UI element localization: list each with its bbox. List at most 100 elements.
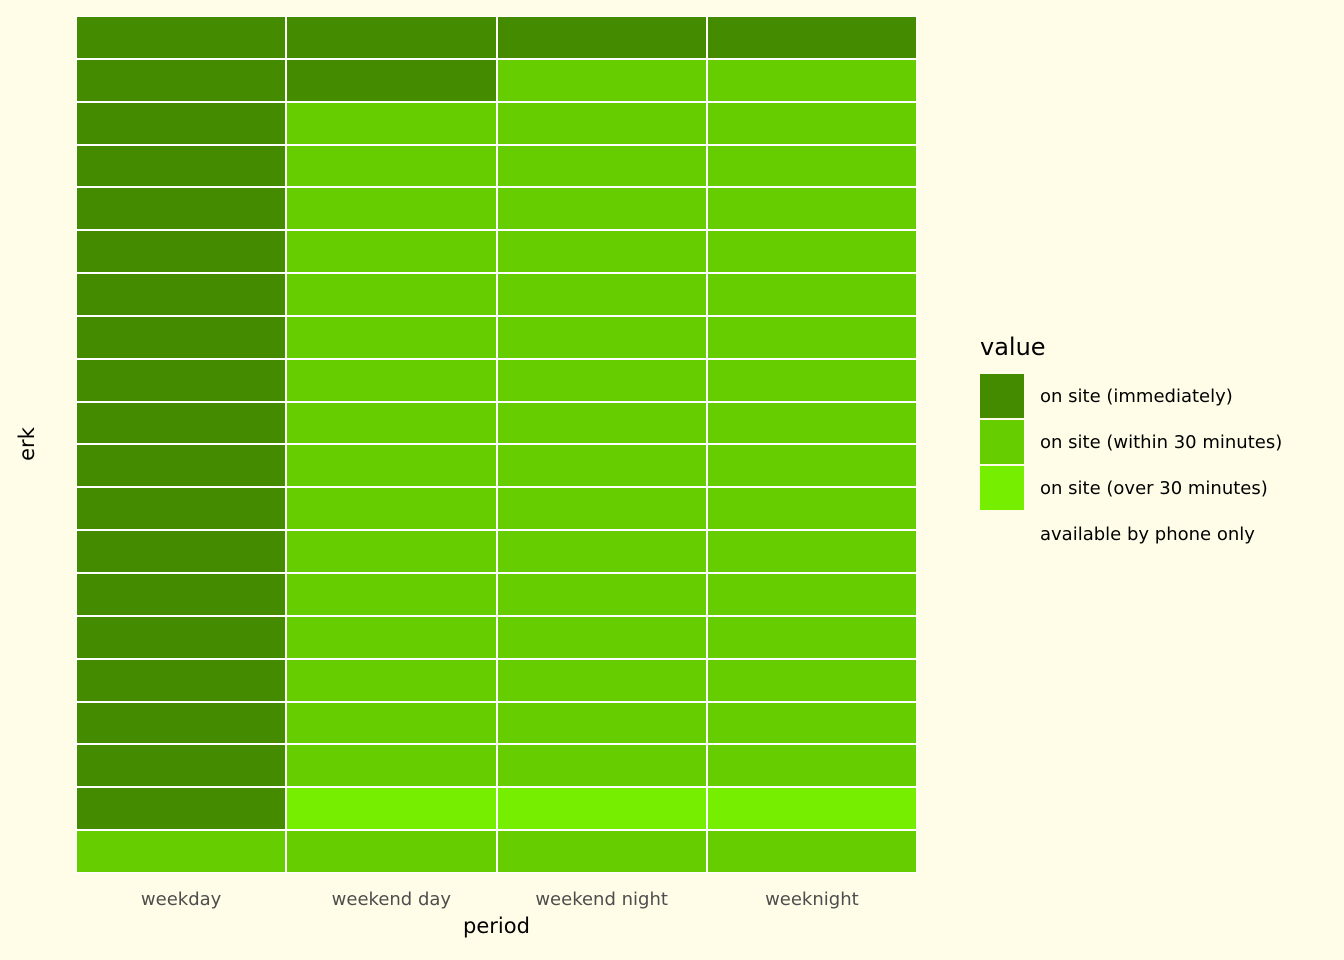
heatmap-cell-r20-c4: [707, 831, 916, 872]
heatmap-cell-r5-c4: [707, 188, 916, 230]
heatmap-cell-r11-c1: [77, 445, 286, 487]
heatmap-cell-r14-c1: [77, 574, 286, 615]
heatmap-panel: [76, 16, 917, 873]
heatmap-cell-r11-c2: [287, 445, 496, 487]
heatmap-cell-r18-c4: [707, 745, 916, 787]
heatmap-cell-r3-c1: [77, 102, 286, 144]
heatmap-cell-r9-c4: [707, 359, 916, 401]
legend-label-4: available by phone only: [1040, 523, 1255, 545]
heatmap-cell-r7-c3: [497, 274, 706, 315]
heatmap-cell-r8-c2: [287, 316, 496, 358]
x-axis-title: period: [463, 914, 530, 938]
heatmap-cell-r5-c2: [287, 188, 496, 230]
heatmap-cell-r8-c3: [497, 316, 706, 358]
heatmap-cell-r3-c3: [497, 102, 706, 144]
heatmap-cell-r18-c1: [77, 745, 286, 787]
heatmap-cell-r4-c1: [77, 145, 286, 187]
heatmap-cell-r2-c4: [707, 59, 916, 101]
heatmap-cell-r20-c1: [77, 831, 286, 872]
y-axis-title: erk: [15, 427, 39, 461]
x-tick-label-4: weeknight: [765, 889, 859, 910]
heatmap-cell-r13-c4: [707, 531, 916, 573]
heatmap-cell-r19-c3: [497, 788, 706, 830]
heatmap-cell-r17-c2: [287, 702, 496, 744]
heatmap-cell-r9-c1: [77, 359, 286, 401]
legend-entry-3: on site (over 30 minutes): [980, 466, 1282, 510]
heatmap-cell-r15-c1: [77, 616, 286, 658]
heatmap-cell-r14-c2: [287, 574, 496, 615]
heatmap-cell-r7-c4: [707, 274, 916, 315]
heatmap-cell-r5-c1: [77, 188, 286, 230]
legend-swatch-1: [980, 374, 1024, 418]
heatmap-cell-r6-c2: [287, 231, 496, 273]
heatmap-cell-r6-c3: [497, 231, 706, 273]
heatmap-cell-r6-c1: [77, 231, 286, 273]
heatmap-cell-r5-c3: [497, 188, 706, 230]
heatmap-cell-r19-c2: [287, 788, 496, 830]
heatmap-cell-r2-c2: [287, 59, 496, 101]
heatmap-cell-r15-c4: [707, 616, 916, 658]
heatmap-cell-r13-c2: [287, 531, 496, 573]
heatmap-cell-r16-c1: [77, 659, 286, 701]
heatmap-cell-r16-c3: [497, 659, 706, 701]
heatmap-cell-r2-c1: [77, 59, 286, 101]
heatmap-cell-r18-c2: [287, 745, 496, 787]
heatmap-cell-r15-c2: [287, 616, 496, 658]
heatmap-cell-r15-c3: [497, 616, 706, 658]
legend-entries: on site (immediately) on site (within 30 …: [980, 374, 1282, 556]
heatmap-cell-r14-c3: [497, 574, 706, 615]
heatmap-cell-r1-c3: [497, 17, 706, 58]
heatmap-cell-r4-c2: [287, 145, 496, 187]
heatmap-cell-r12-c3: [497, 488, 706, 530]
legend-swatch-3: [980, 466, 1024, 510]
heatmap-cell-r16-c2: [287, 659, 496, 701]
heatmap-cell-r8-c4: [707, 316, 916, 358]
heatmap-cell-r19-c4: [707, 788, 916, 830]
heatmap-cell-r19-c1: [77, 788, 286, 830]
heatmap-cell-r7-c1: [77, 274, 286, 315]
heatmap-cell-r18-c3: [497, 745, 706, 787]
heatmap-cell-r10-c1: [77, 402, 286, 444]
heatmap-cell-r11-c3: [497, 445, 706, 487]
heatmap-cell-r7-c2: [287, 274, 496, 315]
heatmap-cell-r17-c1: [77, 702, 286, 744]
heatmap-cell-r14-c4: [707, 574, 916, 615]
heatmap-cell-r12-c4: [707, 488, 916, 530]
x-tick-label-3: weekend night: [535, 889, 668, 910]
legend-entry-1: on site (immediately): [980, 374, 1282, 418]
heatmap-cell-r16-c4: [707, 659, 916, 701]
heatmap-cell-r10-c2: [287, 402, 496, 444]
x-axis-tick-labels: weekday weekend day weekend night weeknight: [76, 887, 917, 913]
legend-label-3: on site (over 30 minutes): [1040, 477, 1268, 499]
heatmap-cell-r2-c3: [497, 59, 706, 101]
legend-title: value: [980, 333, 1046, 361]
heatmap-cell-r9-c3: [497, 359, 706, 401]
heatmap-cell-r12-c2: [287, 488, 496, 530]
heatmap-cell-r6-c4: [707, 231, 916, 273]
heatmap-cell-r13-c1: [77, 531, 286, 573]
x-tick-label-2: weekend day: [331, 889, 452, 910]
legend-swatch-2: [980, 420, 1024, 464]
heatmap-cell-r10-c4: [707, 402, 916, 444]
heatmap-cell-r3-c2: [287, 102, 496, 144]
heatmap-cell-r20-c2: [287, 831, 496, 872]
heatmap-cell-r13-c3: [497, 531, 706, 573]
legend-entry-2: on site (within 30 minutes): [980, 420, 1282, 464]
heatmap-cell-r3-c4: [707, 102, 916, 144]
heatmap-cell-r1-c1: [77, 17, 286, 58]
heatmap-cell-r8-c1: [77, 316, 286, 358]
heatmap-cell-r17-c4: [707, 702, 916, 744]
heatmap-cell-r17-c3: [497, 702, 706, 744]
legend-label-1: on site (immediately): [1040, 385, 1233, 407]
heatmap-cell-r12-c1: [77, 488, 286, 530]
legend-swatch-4: [980, 512, 1024, 556]
heatmap-cell-r11-c4: [707, 445, 916, 487]
heatmap-cell-r1-c4: [707, 17, 916, 58]
legend-entry-4: available by phone only: [980, 512, 1282, 556]
heatmap-cell-r9-c2: [287, 359, 496, 401]
heatmap-cell-r1-c2: [287, 17, 496, 58]
heatmap-cell-r4-c3: [497, 145, 706, 187]
heatmap-cell-r4-c4: [707, 145, 916, 187]
legend-label-2: on site (within 30 minutes): [1040, 431, 1283, 453]
